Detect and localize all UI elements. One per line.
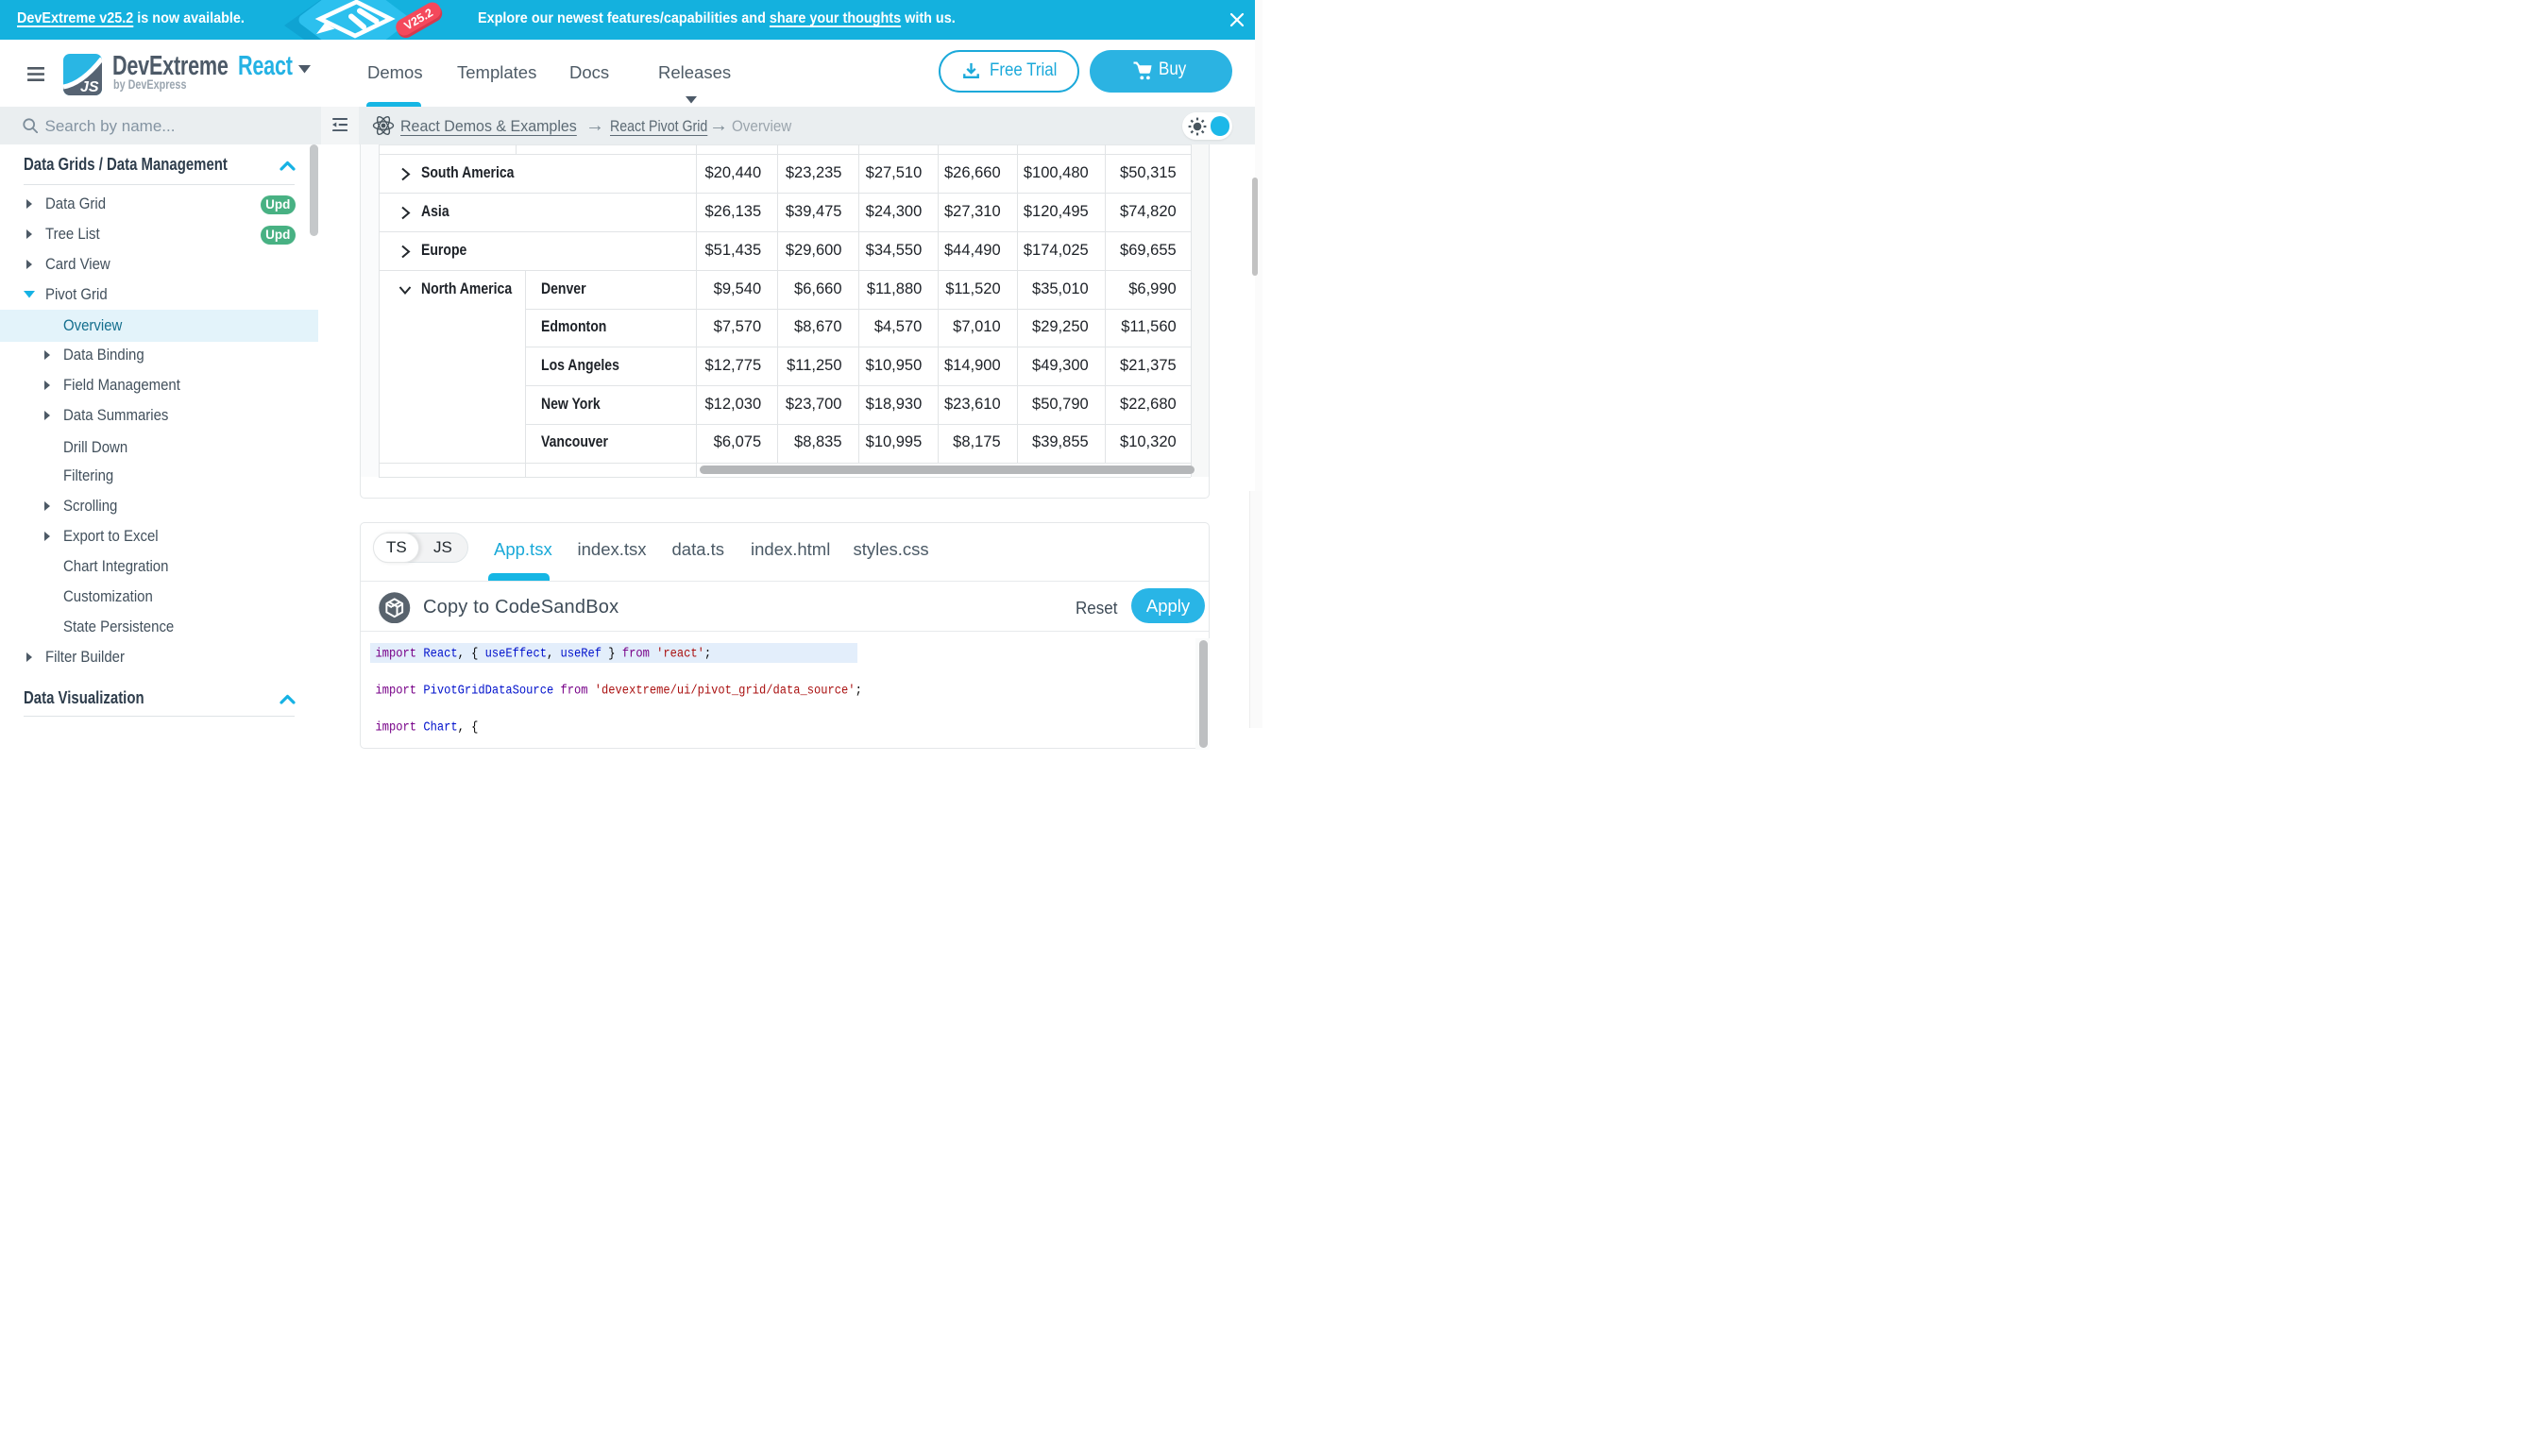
svg-text:JS: JS [80,79,99,95]
